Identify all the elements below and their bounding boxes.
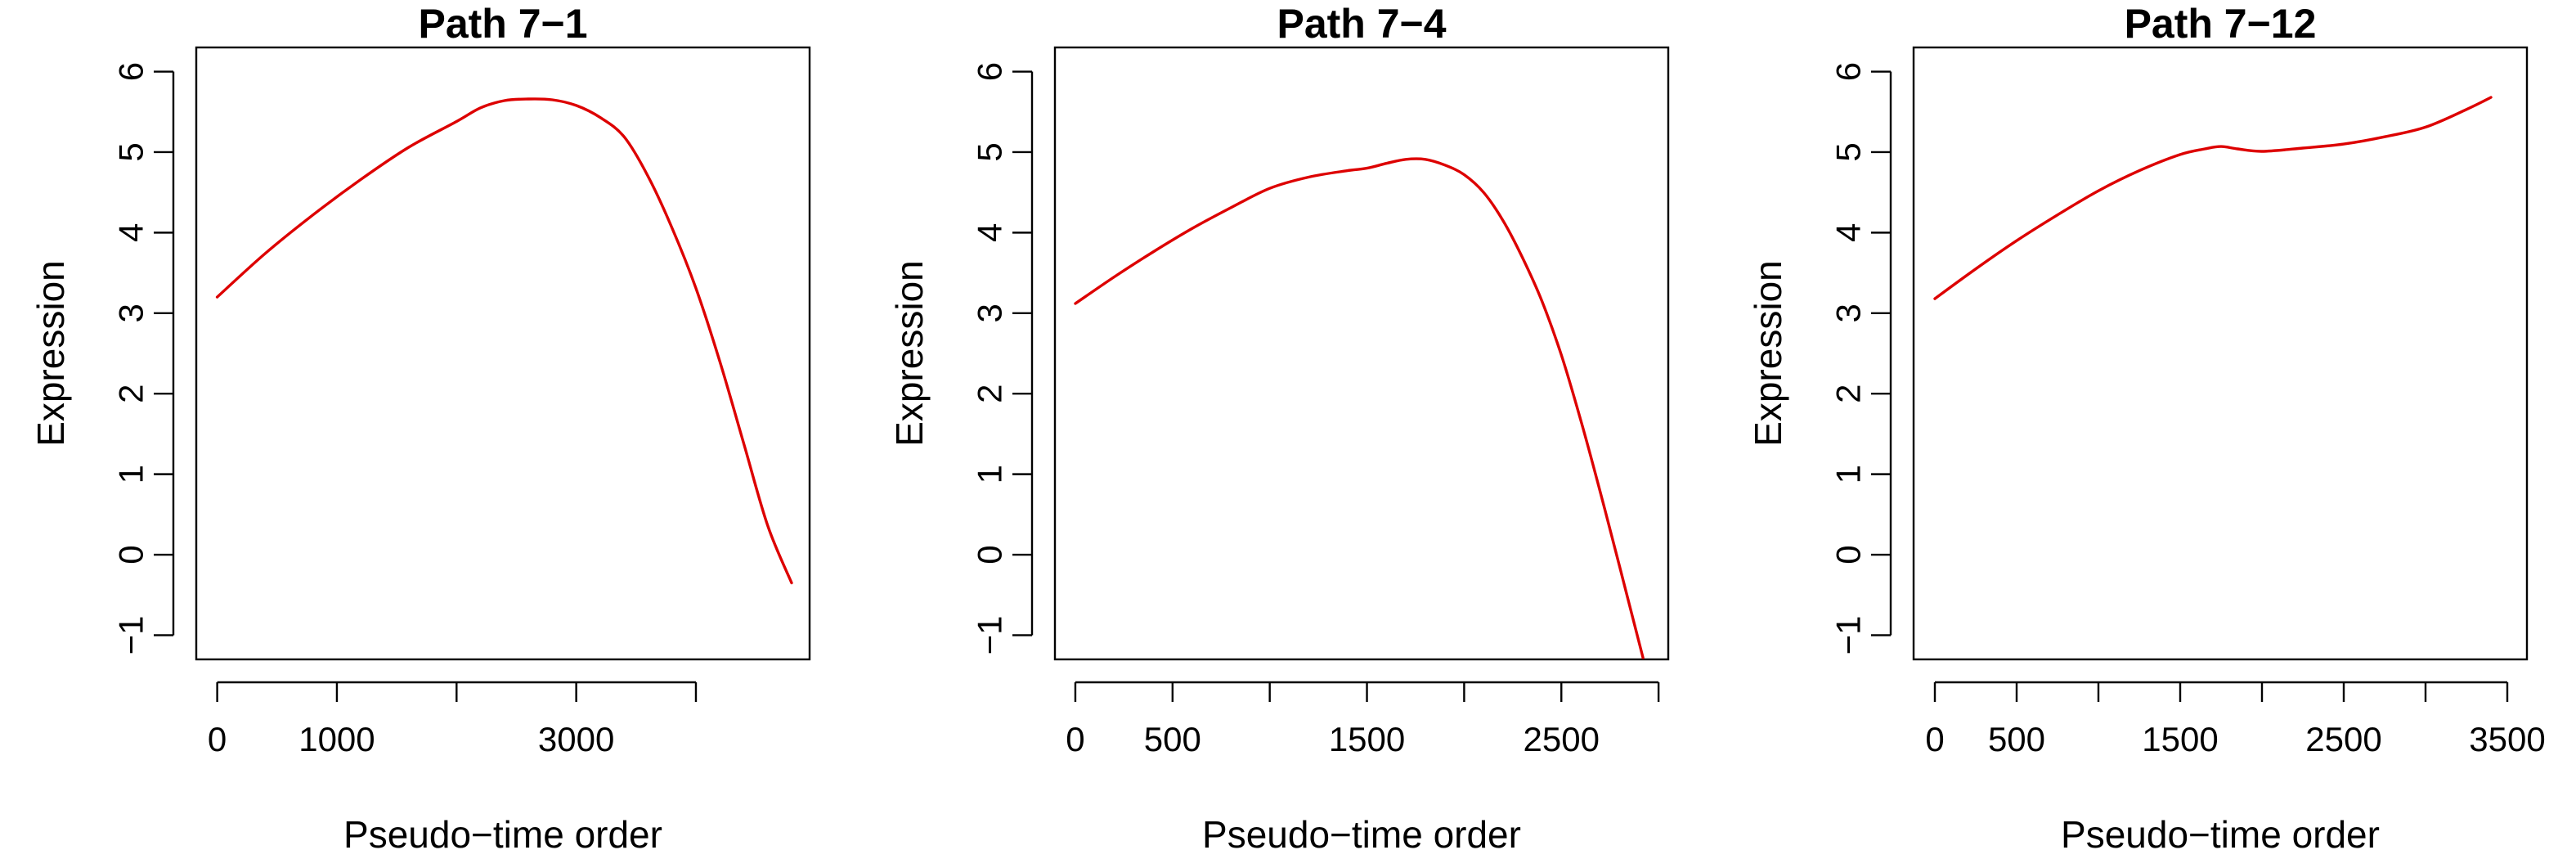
chart-title: Path 7−12 — [2125, 1, 2317, 47]
chart-panel-2: Path 7−4 0 500 1500 2500 Pseudo−time order −1 0… — [888, 1, 1670, 856]
series-line — [215, 97, 793, 585]
plot-frame — [195, 46, 811, 661]
y-tick-label: 3 — [112, 304, 150, 322]
y-tick-label: 4 — [112, 223, 150, 242]
y-tick-label: 5 — [112, 142, 150, 161]
y-tick-label: 5 — [971, 142, 1009, 161]
x-tick-label: 2500 — [1524, 720, 1600, 758]
x-tick-label: 1500 — [2142, 720, 2218, 758]
plot-frame — [1912, 46, 2529, 661]
chart-panel-1: Path 7−1 0 1000 3000 Pseudo−time order −1 0 1 2 3… — [29, 1, 811, 856]
plot-frame — [1053, 46, 1670, 661]
series-line — [1074, 157, 1645, 659]
series-line — [1933, 96, 2493, 300]
x-tick-label: 2500 — [2305, 720, 2381, 758]
y-tick-label: 2 — [112, 385, 150, 403]
y-tick-label: 1 — [1829, 465, 1868, 483]
y-tick-label: −1 — [1829, 616, 1868, 655]
x-tick-label: 500 — [1144, 720, 1201, 758]
y-tick-label: 3 — [1829, 304, 1868, 322]
x-tick-label: 1000 — [298, 720, 375, 758]
chart-panel-3: Path 7−12 0 500 1500 2500 3500 Pseudo−time ord… — [1747, 1, 2546, 856]
y-tick-label: −1 — [112, 616, 150, 655]
chart-title: Path 7−4 — [1277, 1, 1446, 47]
y-tick-label: 6 — [971, 62, 1009, 81]
x-tick-label: 0 — [208, 720, 227, 758]
x-axis-label: Pseudo−time order — [1202, 813, 1521, 856]
y-tick-label: 0 — [971, 545, 1009, 564]
y-tick-label: 6 — [1829, 62, 1868, 81]
x-tick-label: 0 — [1925, 720, 1944, 758]
y-tick-label: 2 — [971, 385, 1009, 403]
y-tick-label: 0 — [112, 545, 150, 564]
y-tick-label: 2 — [1829, 385, 1868, 403]
x-tick-label: 0 — [1066, 720, 1084, 758]
y-tick-label: 4 — [971, 223, 1009, 242]
y-tick-label: 4 — [1829, 223, 1868, 242]
x-axis-label: Pseudo−time order — [2061, 813, 2380, 856]
y-tick-label: 3 — [971, 304, 1009, 322]
y-tick-label: −1 — [971, 616, 1009, 655]
x-tick-label: 3000 — [538, 720, 614, 758]
y-axis-label: Expression — [1747, 260, 1789, 447]
y-tick-label: 0 — [1829, 545, 1868, 564]
x-tick-label: 1500 — [1329, 720, 1405, 758]
y-tick-label: 5 — [1829, 142, 1868, 161]
x-tick-label: 3500 — [2469, 720, 2545, 758]
x-tick-label: 500 — [1988, 720, 2045, 758]
y-axis-label: Expression — [29, 260, 72, 447]
y-tick-label: 1 — [971, 465, 1009, 483]
y-axis-label: Expression — [888, 260, 931, 447]
x-axis-label: Pseudo−time order — [343, 813, 662, 856]
chart-title: Path 7−1 — [418, 1, 587, 47]
y-tick-label: 6 — [112, 62, 150, 81]
y-tick-label: 1 — [112, 465, 150, 483]
